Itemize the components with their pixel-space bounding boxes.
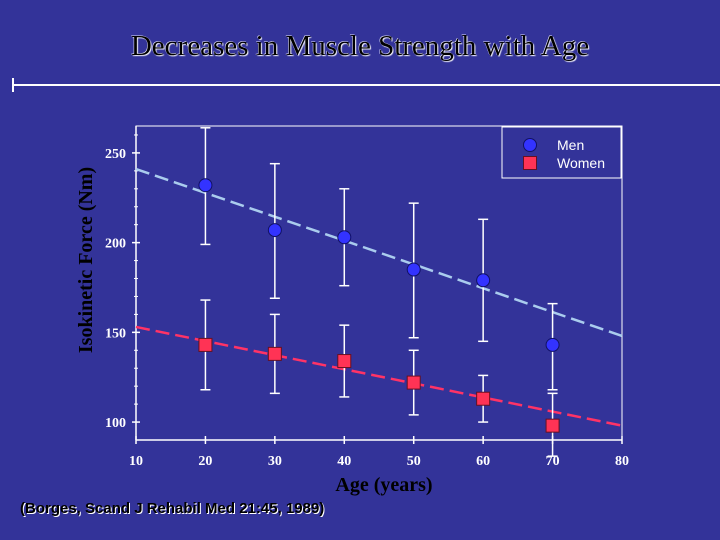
axes: 100 150 200 250 10 20 30 40 50 60 70 80 [105, 126, 629, 469]
data-point-men [198, 178, 213, 193]
legend-marker-men [523, 138, 537, 152]
data-point-men [476, 273, 491, 288]
y-axis-label: Isokinetic Force (Nm) [75, 167, 97, 353]
data-point-women [476, 391, 491, 406]
x-tick-label: 30 [268, 454, 282, 469]
data-point-women [267, 346, 282, 361]
legend-label-men: Men [557, 137, 584, 153]
trend-line-women [135, 325, 623, 427]
x-tick-label: 40 [337, 454, 351, 469]
legend-label-women: Women [557, 155, 605, 171]
data-point-men [267, 223, 282, 238]
data-point-men [337, 230, 352, 245]
trend-lines [135, 167, 623, 427]
legend-marker-women [523, 156, 537, 170]
legend: Men Women [501, 126, 622, 179]
y-tick-label: 150 [105, 326, 126, 341]
data-point-women [198, 337, 213, 352]
x-tick-label: 70 [546, 454, 560, 469]
data-point-women [337, 354, 352, 369]
x-tick-label: 20 [198, 454, 212, 469]
data-point-women [406, 375, 421, 390]
x-tick-label: 10 [129, 454, 143, 469]
x-tick-label: 50 [407, 454, 421, 469]
data-point-men [545, 337, 560, 352]
citation: (Borges, Scand J Rehabil Med 21:45, 1989… [20, 500, 325, 517]
y-tick-label: 200 [105, 237, 126, 252]
y-tick-label: 100 [105, 416, 126, 431]
data-markers [198, 178, 560, 433]
trend-line-men [135, 167, 623, 338]
x-tick-label: 80 [615, 454, 629, 469]
title-underline [12, 84, 720, 86]
title-underline-notch [12, 78, 14, 92]
y-tick-label: 250 [105, 147, 126, 162]
x-tick-label: 60 [476, 454, 490, 469]
chart-title: Decreases in Muscle Strength with Age [130, 30, 590, 62]
data-point-women [545, 418, 560, 433]
data-point-men [406, 262, 421, 277]
x-axis-label: Age (years) [335, 474, 432, 496]
legend-box [501, 126, 622, 179]
